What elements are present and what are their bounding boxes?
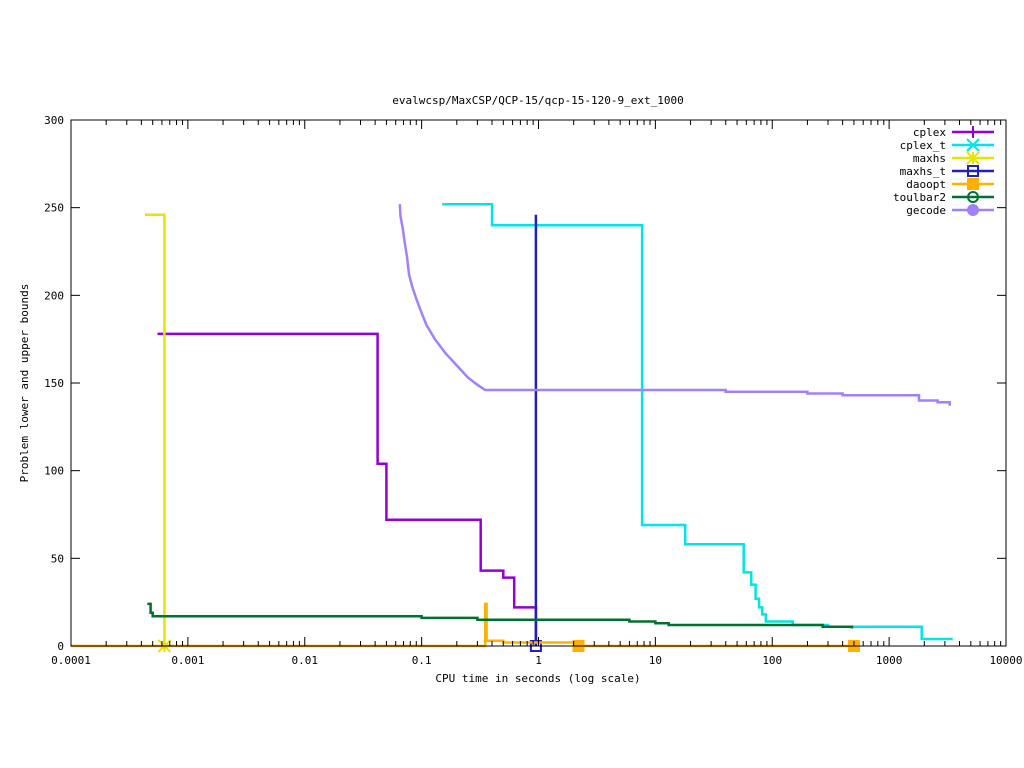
legend-label: daoopt [906, 178, 946, 191]
legend: cplexcplex_tmaxhsmaxhs_tdaoopttoulbar2ge… [893, 126, 994, 217]
y-tick-label: 250 [44, 202, 64, 215]
y-tick-label: 100 [44, 465, 64, 478]
legend-label: gecode [906, 204, 946, 217]
y-axis-label: Problem lower and upper bounds [18, 284, 31, 483]
legend-marker-maxhs_t [967, 165, 979, 177]
series-line-gecode [398, 204, 951, 406]
legend-label: maxhs [913, 152, 946, 165]
legend-marker-daoopt [967, 178, 979, 190]
x-tick-label: 10 [649, 654, 662, 667]
x-tick-label: 0.0001 [51, 654, 91, 667]
x-tick-label: 1000 [876, 654, 903, 667]
y-tick-label: 200 [44, 289, 64, 302]
x-tick-label: 1 [535, 654, 542, 667]
chart-title: evalwcsp/MaxCSP/QCP-15/qcp-15-120-9_ext_… [392, 94, 683, 107]
y-tick-label: 300 [44, 114, 64, 127]
y-tick-label: 150 [44, 377, 64, 390]
legend-label: maxhs_t [900, 165, 946, 178]
legend-label: toulbar2 [893, 191, 946, 204]
x-tick-label: 0.01 [292, 654, 319, 667]
legend-label: cplex_t [900, 139, 946, 152]
legend-marker-maxhs [966, 151, 980, 165]
series-line-cplex [157, 332, 538, 646]
y-tick-label: 50 [51, 552, 64, 565]
legend-marker-gecode [967, 204, 979, 216]
legend-marker-toulbar2 [967, 191, 979, 203]
x-tick-label: 0.1 [412, 654, 432, 667]
legend-marker-cplex [967, 126, 979, 138]
x-tick-label: 0.001 [171, 654, 204, 667]
series-line-maxhs [145, 213, 166, 646]
y-tick-label: 0 [57, 640, 64, 653]
legend-label: cplex [913, 126, 946, 139]
x-tick-label: 100 [762, 654, 782, 667]
x-tick-label: 10000 [989, 654, 1022, 667]
axis-layer: 0.0001 0.001 0.01 0.1 1 10 100 1000 10000 0 50 100 1… [44, 114, 1022, 667]
legend-marker-cplex_t [966, 138, 980, 152]
series-layer [71, 202, 953, 653]
x-axis-label: CPU time in seconds (log scale) [435, 672, 640, 685]
series-line-toulbar2 [147, 602, 854, 629]
